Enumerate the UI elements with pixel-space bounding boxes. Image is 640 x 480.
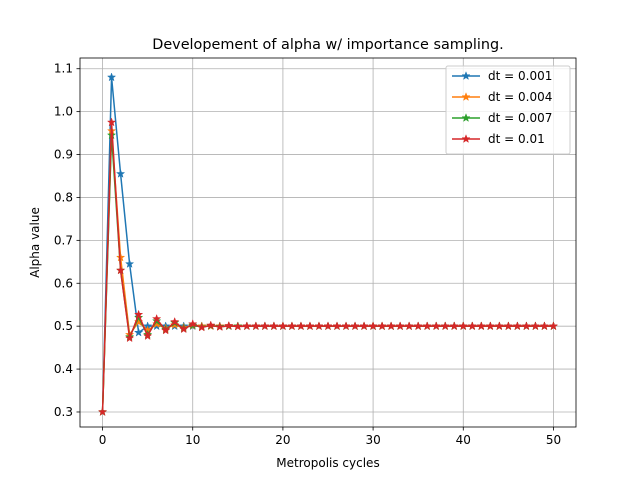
data-point: [242, 321, 252, 331]
data-point: [124, 333, 135, 343]
data-point: [467, 321, 478, 331]
data-point: [206, 320, 216, 330]
y-tick-label: 1.0: [54, 105, 73, 119]
data-point: [215, 322, 225, 332]
y-tick-label: 0.6: [54, 276, 73, 290]
legend-marker: [461, 113, 471, 123]
legend-marker: [461, 92, 471, 102]
legend-box: [445, 65, 571, 155]
data-point: [350, 321, 360, 331]
x-tick-label: 50: [546, 433, 561, 447]
legend-label: dt = 0.01: [488, 132, 545, 146]
y-tick-label: 0.7: [54, 233, 73, 247]
y-tick-label: 0.8: [54, 190, 73, 204]
legend: dt = 0.001 dt = 0.004 dt = 0.007 dt = 0.01: [445, 65, 571, 155]
chart-title: Developement of alpha w/ importance samp…: [152, 37, 504, 53]
data-point: [124, 258, 135, 268]
legend-marker: [461, 71, 471, 81]
data-point: [106, 117, 117, 127]
data-point: [115, 265, 126, 275]
legend-item: dt = 0.004: [452, 90, 552, 104]
data-point: [278, 321, 288, 331]
data-point: [530, 321, 541, 331]
data-point: [368, 321, 378, 331]
data-point: [539, 321, 550, 331]
data-point: [422, 321, 432, 331]
x-tick-label: 0: [99, 433, 107, 447]
data-point: [197, 322, 207, 332]
data-point: [305, 321, 315, 331]
legend-marker: [461, 134, 471, 144]
data-point: [413, 321, 423, 331]
data-point: [332, 321, 342, 331]
legend-label: dt = 0.004: [488, 90, 552, 104]
data-point: [142, 331, 153, 341]
data-point: [160, 325, 171, 335]
y-tick-label: 1.1: [54, 62, 73, 76]
data-point: [115, 168, 126, 178]
axis-ticks: 0 10 20 30 40 50 0.3 0.4 0.5 0.6 0.7 0.8 0.9 1.0 1.1: [54, 62, 561, 447]
data-point: [359, 321, 369, 331]
legend-label: dt = 0.001: [488, 69, 552, 83]
data-point: [296, 321, 306, 331]
data-point: [233, 321, 243, 331]
x-tick-label: 40: [456, 433, 471, 447]
data-point: [485, 321, 496, 331]
data-point: [395, 321, 405, 331]
data-point: [449, 321, 459, 331]
x-tick-label: 10: [185, 433, 200, 447]
data-point: [440, 321, 450, 331]
data-point: [494, 321, 505, 331]
data-point: [341, 321, 351, 331]
data-point: [97, 407, 108, 416]
data-point: [287, 321, 297, 331]
data-point: [269, 321, 279, 331]
data-point: [260, 321, 270, 331]
data-point: [404, 321, 414, 331]
y-tick-label: 0.9: [54, 148, 73, 162]
data-point: [548, 321, 559, 331]
data-point: [133, 309, 144, 319]
y-axis-title: Alpha value: [28, 207, 42, 278]
data-point: [224, 320, 234, 330]
data-point: [377, 321, 387, 331]
data-point: [386, 321, 396, 331]
x-tick-label: 30: [365, 433, 380, 447]
data-point: [169, 316, 180, 326]
legend-item: dt = 0.007: [452, 111, 552, 125]
data-point: [133, 327, 144, 337]
data-point: [188, 319, 198, 329]
data-point: [314, 321, 324, 331]
data-point: [503, 321, 514, 331]
x-tick-label: 20: [275, 433, 290, 447]
series-lines: [97, 72, 559, 416]
legend-item: dt = 0.001: [452, 69, 552, 83]
plot-frame: [79, 57, 577, 428]
data-point: [431, 321, 441, 331]
data-point: [178, 324, 189, 334]
data-point: [476, 321, 487, 331]
data-point: [521, 321, 532, 331]
data-point: [458, 321, 468, 331]
y-tick-label: 0.4: [54, 362, 73, 376]
series-4: [97, 117, 559, 416]
y-tick-label: 0.5: [54, 319, 73, 333]
data-point: [251, 321, 261, 331]
data-point: [151, 313, 162, 323]
y-tick-label: 0.3: [54, 405, 73, 419]
legend-label: dt = 0.007: [488, 111, 552, 125]
data-point: [512, 321, 523, 331]
x-axis-title: Metropolis cycles: [276, 456, 379, 470]
data-point: [323, 321, 333, 331]
legend-item: dt = 0.01: [452, 132, 545, 146]
data-point: [106, 72, 117, 82]
data-point: [133, 312, 144, 322]
